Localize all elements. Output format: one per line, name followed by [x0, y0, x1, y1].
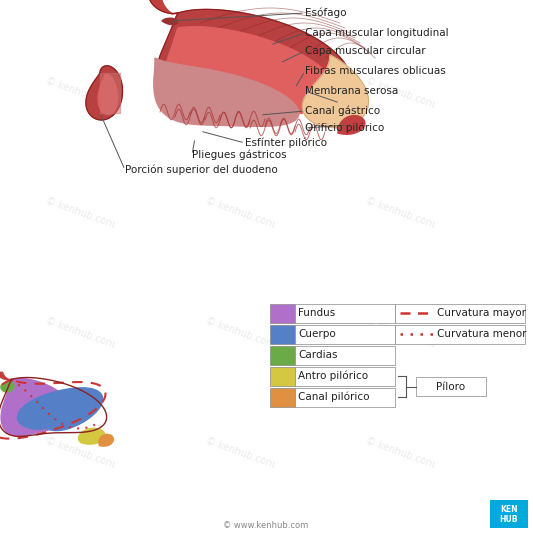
Text: Curvatura menor: Curvatura menor — [437, 329, 527, 339]
FancyBboxPatch shape — [295, 325, 395, 343]
Text: © kenhub.com: © kenhub.com — [364, 436, 436, 470]
Polygon shape — [86, 66, 123, 120]
Text: Curvatura mayor: Curvatura mayor — [437, 308, 526, 318]
FancyBboxPatch shape — [295, 303, 395, 322]
Text: Canal gástrico: Canal gástrico — [305, 106, 380, 116]
FancyBboxPatch shape — [395, 325, 525, 343]
Polygon shape — [18, 388, 103, 431]
FancyBboxPatch shape — [270, 303, 295, 322]
Text: © kenhub.com: © kenhub.com — [44, 76, 116, 110]
Text: © kenhub.com: © kenhub.com — [204, 76, 276, 110]
Polygon shape — [154, 58, 299, 126]
Polygon shape — [98, 74, 118, 115]
Text: © kenhub.com: © kenhub.com — [204, 436, 276, 470]
Text: Píloro: Píloro — [437, 382, 465, 392]
Polygon shape — [0, 373, 11, 379]
Polygon shape — [162, 18, 177, 25]
Text: Esfínter pilórico: Esfínter pilórico — [245, 138, 327, 148]
FancyBboxPatch shape — [416, 377, 486, 396]
FancyBboxPatch shape — [295, 367, 395, 385]
FancyBboxPatch shape — [395, 303, 525, 322]
Text: Pliegues gástricos: Pliegues gástricos — [192, 150, 287, 160]
Text: © kenhub.com: © kenhub.com — [44, 436, 116, 470]
Polygon shape — [99, 434, 114, 446]
Text: Capa muscular longitudinal: Capa muscular longitudinal — [305, 28, 449, 38]
FancyBboxPatch shape — [490, 500, 528, 528]
Text: Antro pilórico: Antro pilórico — [298, 371, 368, 381]
Text: KEN: KEN — [500, 505, 518, 514]
Text: HUB: HUB — [500, 515, 518, 524]
FancyBboxPatch shape — [295, 345, 395, 365]
Text: © kenhub.com: © kenhub.com — [364, 76, 436, 110]
Text: Cardias: Cardias — [298, 350, 337, 360]
Text: © kenhub.com: © kenhub.com — [204, 316, 276, 350]
Polygon shape — [78, 429, 105, 444]
Polygon shape — [1, 382, 14, 392]
Polygon shape — [338, 116, 365, 134]
Text: Membrana serosa: Membrana serosa — [305, 86, 398, 96]
FancyBboxPatch shape — [295, 387, 395, 407]
FancyBboxPatch shape — [270, 325, 295, 343]
Text: © kenhub.com: © kenhub.com — [44, 196, 116, 230]
Text: © kenhub.com: © kenhub.com — [364, 196, 436, 230]
Polygon shape — [150, 0, 178, 14]
Text: © kenhub.com: © kenhub.com — [44, 316, 116, 350]
Polygon shape — [163, 27, 337, 117]
Text: Capa muscular circular: Capa muscular circular — [305, 46, 426, 56]
Text: © www.kenhub.com: © www.kenhub.com — [223, 521, 309, 530]
Text: © kenhub.com: © kenhub.com — [364, 316, 436, 350]
Text: Fundus: Fundus — [298, 308, 335, 318]
Text: Fibras musculares oblicuas: Fibras musculares oblicuas — [305, 66, 446, 76]
FancyBboxPatch shape — [270, 387, 295, 407]
Text: © kenhub.com: © kenhub.com — [204, 196, 276, 230]
Text: Cuerpo: Cuerpo — [298, 329, 336, 339]
Text: Porción superior del duodeno: Porción superior del duodeno — [125, 165, 278, 175]
FancyBboxPatch shape — [270, 367, 295, 385]
Polygon shape — [302, 55, 368, 128]
Polygon shape — [1, 378, 71, 436]
Polygon shape — [155, 10, 351, 116]
Text: Orificio pilórico: Orificio pilórico — [305, 123, 384, 133]
Text: Esófago: Esófago — [305, 8, 346, 18]
FancyBboxPatch shape — [270, 345, 295, 365]
Text: Canal pilórico: Canal pilórico — [298, 392, 369, 402]
